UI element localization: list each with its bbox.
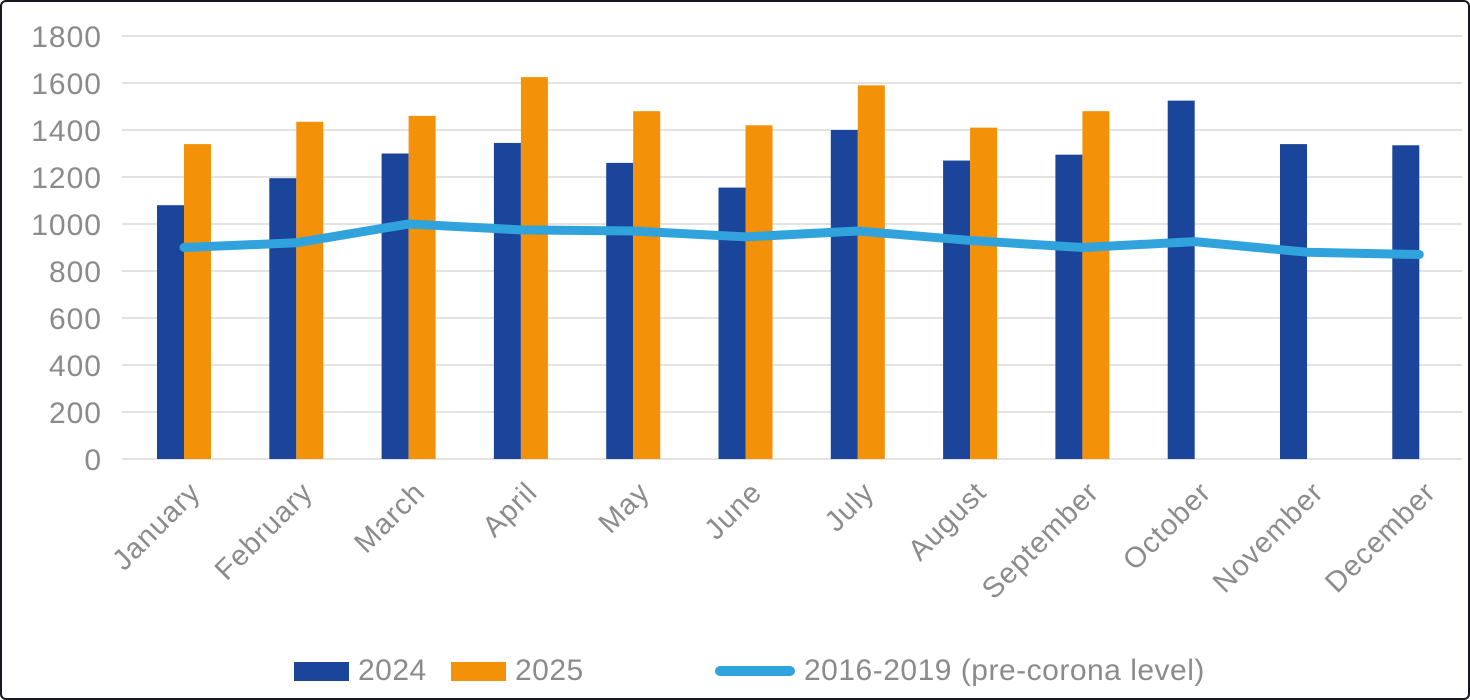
- x-label-october: October: [1117, 476, 1218, 577]
- x-label-january: January: [106, 476, 207, 577]
- bar-2025-september: [1082, 111, 1110, 459]
- x-label-september: September: [976, 476, 1105, 605]
- x-label-december: December: [1319, 476, 1442, 599]
- bar-2024-august: [943, 160, 971, 460]
- legend-item-pre-corona: 2016-2019 (pre-corona level): [715, 654, 1205, 687]
- x-label-july: July: [819, 476, 881, 538]
- bar-2024-october: [1167, 100, 1195, 459]
- bar-2025-august: [970, 127, 998, 460]
- bar-line-chart: 0 200 400 600 800 1000 1200 1400 1600 1800 January…: [2, 2, 1468, 642]
- bar-2025-february: [296, 121, 324, 460]
- legend-label-2025: 2025: [515, 654, 584, 687]
- bar-2025-april: [520, 77, 548, 459]
- plot-svg: 0 200 400 600 800 1000 1200 1400 1600 1800 January…: [31, 21, 1462, 606]
- bar-2025-july: [857, 85, 885, 459]
- legend-swatch-2024: [294, 661, 349, 681]
- legend-swatch-pre-corona-line: [715, 666, 795, 676]
- legend-item-2025: 2025: [451, 654, 584, 687]
- legend-item-2024: 2024: [294, 654, 427, 687]
- x-label-may: May: [593, 476, 656, 539]
- y-tick-label-600: 600: [49, 303, 102, 336]
- line-series-pre-corona: [179, 219, 1424, 260]
- bar-2024-november: [1280, 144, 1307, 459]
- bar-2025-june: [745, 125, 773, 460]
- y-tick-label-200: 200: [49, 397, 102, 430]
- y-tick-label-1000: 1000: [31, 209, 102, 242]
- x-label-february: February: [209, 476, 319, 586]
- bar-2024-december: [1392, 145, 1420, 459]
- bar-2024-april: [493, 142, 521, 460]
- y-tick-label-1600: 1600: [31, 68, 102, 101]
- bar-2025-may: [633, 111, 661, 459]
- y-tick-label-0: 0: [84, 444, 102, 477]
- bar-2024-july: [830, 130, 858, 459]
- x-label-june: June: [699, 476, 769, 546]
- y-tick-label-1800: 1800: [31, 21, 102, 54]
- legend-label-pre-corona: 2016-2019 (pre-corona level): [804, 654, 1205, 687]
- legend-swatch-2025: [451, 661, 506, 681]
- x-label-march: March: [348, 476, 431, 559]
- x-label-august: August: [902, 476, 993, 567]
- y-tick-label-1200: 1200: [31, 162, 102, 195]
- bar-2024-january: [157, 205, 184, 459]
- bar-2025-march: [408, 115, 436, 460]
- bar-2025-january: [184, 144, 211, 459]
- bar-2024-may: [606, 162, 634, 459]
- bar-2024-june: [718, 187, 746, 459]
- bar-2024-february: [269, 178, 297, 460]
- y-tick-label-1400: 1400: [31, 115, 102, 148]
- legend-label-2024: 2024: [358, 654, 427, 687]
- bar-2024-march: [381, 153, 409, 459]
- y-tick-label-800: 800: [49, 256, 102, 289]
- x-label-april: April: [477, 476, 544, 543]
- x-label-november: November: [1207, 476, 1330, 599]
- bar-2024-september: [1055, 154, 1083, 460]
- y-tick-label-400: 400: [49, 350, 102, 383]
